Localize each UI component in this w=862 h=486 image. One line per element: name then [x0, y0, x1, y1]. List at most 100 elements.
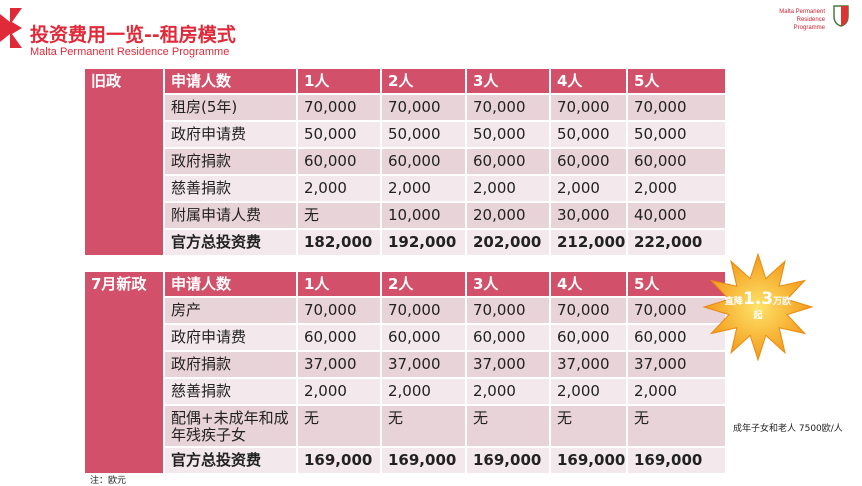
header-cell: 4人	[550, 68, 627, 94]
data-cell: 2,000	[466, 175, 550, 202]
subtitle: Malta Permanent Residence Programme	[30, 46, 230, 58]
data-cell: 附属申请人费	[164, 202, 297, 229]
data-cell: 2,000	[381, 175, 466, 202]
data-cell: 50,000	[297, 121, 381, 148]
total-cell: 222,000	[627, 229, 726, 256]
policy-label: 7月新政	[84, 271, 164, 474]
data-cell: 70,000	[550, 297, 627, 324]
total-cell: 官方总投资费	[164, 447, 297, 474]
data-cell: 60,000	[627, 324, 726, 351]
data-cell: 50,000	[466, 121, 550, 148]
data-cell: 70,000	[381, 94, 466, 121]
header-cell: 1人	[297, 68, 381, 94]
total-cell: 169,000	[627, 447, 726, 474]
total-cell: 169,000	[297, 447, 381, 474]
data-cell: 70,000	[550, 94, 627, 121]
data-cell: 政府捐款	[164, 351, 297, 378]
data-cell: 2,000	[297, 175, 381, 202]
data-cell: 20,000	[466, 202, 550, 229]
data-cell: 37,000	[466, 351, 550, 378]
data-cell: 70,000	[627, 297, 726, 324]
total-cell: 169,000	[550, 447, 627, 474]
data-cell: 60,000	[381, 324, 466, 351]
logo	[0, 8, 22, 48]
data-cell: 50,000	[550, 121, 627, 148]
header-cell: 5人	[627, 271, 726, 297]
crest	[833, 5, 849, 27]
data-cell: 2,000	[550, 175, 627, 202]
data-cell: 政府申请费	[164, 121, 297, 148]
total-cell: 169,000	[466, 447, 550, 474]
side-note: 成年子女和老人 7500欧/人	[733, 424, 843, 434]
total-cell: 192,000	[381, 229, 466, 256]
header-cell: 2人	[381, 68, 466, 94]
header-cell: 3人	[466, 271, 550, 297]
data-cell: 10,000	[381, 202, 466, 229]
badge-suffix: 起	[753, 311, 763, 321]
data-cell: 60,000	[550, 324, 627, 351]
data-cell: 70,000	[466, 94, 550, 121]
title: 投资费用一览--租房模式	[30, 24, 236, 46]
brand-line: Malta Permanent	[779, 9, 825, 15]
data-cell: 无	[297, 405, 381, 447]
brand: Malta Permanent Residence Programme	[768, 8, 825, 32]
badge-number: 1.3	[742, 289, 774, 309]
data-cell: 政府捐款	[164, 148, 297, 175]
brand-line: Residence Programme	[793, 17, 825, 31]
badge-text: 直降1.3万欧起	[712, 289, 804, 323]
data-cell: 70,000	[466, 297, 550, 324]
data-cell: 37,000	[550, 351, 627, 378]
data-cell: 60,000	[550, 148, 627, 175]
data-cell: 60,000	[297, 148, 381, 175]
header-cell: 4人	[550, 271, 627, 297]
header-cell: 2人	[381, 271, 466, 297]
data-cell: 60,000	[297, 324, 381, 351]
footnote: 注：欧元	[90, 476, 127, 486]
data-cell: 政府申请费	[164, 324, 297, 351]
total-cell: 202,000	[466, 229, 550, 256]
data-cell: 50,000	[381, 121, 466, 148]
data-cell: 60,000	[466, 148, 550, 175]
data-cell: 60,000	[466, 324, 550, 351]
header-cell: 1人	[297, 271, 381, 297]
badge	[702, 252, 814, 362]
data-cell: 37,000	[381, 351, 466, 378]
header-cell: 申请人数	[164, 68, 297, 94]
data-cell: 2,000	[627, 175, 726, 202]
policy-label: 旧政	[84, 68, 164, 256]
data-cell: 40,000	[627, 202, 726, 229]
data-cell: 70,000	[297, 94, 381, 121]
data-cell: 2,000	[466, 378, 550, 405]
data-cell: 37,000	[297, 351, 381, 378]
header-cell: 3人	[466, 68, 550, 94]
header-cell: 申请人数	[164, 271, 297, 297]
data-cell: 无	[381, 405, 466, 447]
total-cell: 212,000	[550, 229, 627, 256]
data-cell: 无	[550, 405, 627, 447]
data-cell: 2,000	[381, 378, 466, 405]
data-cell: 慈善捐款	[164, 175, 297, 202]
total-cell: 169,000	[381, 447, 466, 474]
data-cell: 租房(5年)	[164, 94, 297, 121]
data-cell: 无	[627, 405, 726, 447]
data-cell: 50,000	[627, 121, 726, 148]
data-cell: 慈善捐款	[164, 378, 297, 405]
badge-unit: 万欧	[773, 297, 792, 307]
data-cell: 2,000	[550, 378, 627, 405]
data-cell: 30,000	[550, 202, 627, 229]
data-cell: 无	[466, 405, 550, 447]
data-cell: 60,000	[381, 148, 466, 175]
data-cell: 70,000	[381, 297, 466, 324]
data-cell: 37,000	[627, 351, 726, 378]
data-cell: 2,000	[627, 378, 726, 405]
data-cell: 配偶+未成年和成年残疾子女	[164, 405, 297, 447]
data-cell: 无	[297, 202, 381, 229]
badge-prefix: 直降	[724, 297, 743, 307]
data-cell: 70,000	[627, 94, 726, 121]
data-cell: 70,000	[297, 297, 381, 324]
total-cell: 官方总投资费	[164, 229, 297, 256]
data-cell: 房产	[164, 297, 297, 324]
data-cell: 2,000	[297, 378, 381, 405]
data-cell: 60,000	[627, 148, 726, 175]
